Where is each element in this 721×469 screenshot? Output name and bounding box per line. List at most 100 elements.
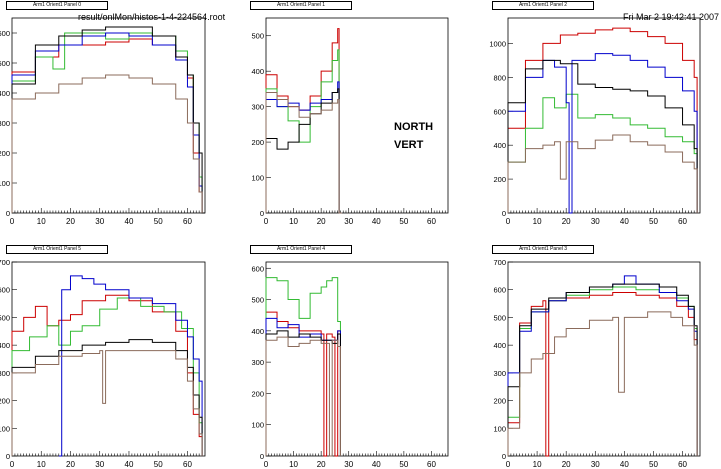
panel-1: 0 10 20 30 40 50 60 0 100 200 300 400 500 xyxy=(251,17,449,226)
x-tick-label: 40 xyxy=(620,460,629,469)
y-tick-label: 0 xyxy=(260,452,264,461)
y-tick-label: 200 xyxy=(0,149,10,158)
series-blue xyxy=(507,275,698,456)
x-tick-label: 20 xyxy=(66,460,75,469)
series-brown xyxy=(507,311,698,456)
x-tick-label: 10 xyxy=(37,460,46,469)
x-tick-label: 0 xyxy=(264,460,269,469)
series-blue xyxy=(11,32,203,213)
y-tick-label: 400 xyxy=(251,67,264,76)
y-tick-label: 200 xyxy=(0,397,10,406)
x-tick-label: 10 xyxy=(289,460,298,469)
y-tick-label: 0 xyxy=(6,209,10,218)
x-tick-label: 20 xyxy=(66,217,75,226)
x-tick-label: 40 xyxy=(620,217,629,226)
x-tick-label: 40 xyxy=(372,460,381,469)
x-tick-label: 40 xyxy=(372,217,381,226)
y-tick-label: 200 xyxy=(493,397,506,406)
series-black xyxy=(507,59,698,213)
x-tick-label: 30 xyxy=(591,217,600,226)
series-red xyxy=(265,28,342,214)
series-red xyxy=(11,294,203,456)
y-tick-label: 400 xyxy=(493,341,506,350)
panel-title: Arm1 Orient1 Panel 4 xyxy=(250,245,352,254)
x-tick-label: 60 xyxy=(678,460,687,469)
x-tick-label: 0 xyxy=(506,217,511,226)
y-tick-label: 200 xyxy=(251,389,264,398)
plot-frame xyxy=(507,17,701,214)
y-tick-label: 0 xyxy=(502,209,506,218)
panel-title: Arm1 Orient1 Panel 1 xyxy=(250,1,352,10)
y-tick-label: 600 xyxy=(0,286,10,295)
y-tick-label: 600 xyxy=(251,264,264,273)
x-tick-label: 30 xyxy=(95,217,104,226)
x-tick-label: 10 xyxy=(533,217,542,226)
y-tick-label: 400 xyxy=(0,341,10,350)
x-tick-label: 30 xyxy=(344,460,353,469)
x-tick-label: 40 xyxy=(125,460,134,469)
y-tick-label: 500 xyxy=(0,59,10,68)
x-tick-label: 60 xyxy=(427,217,436,226)
y-tick-label: 400 xyxy=(251,327,264,336)
series-black xyxy=(11,26,205,214)
x-tick-label: 0 xyxy=(10,217,15,226)
series-blue xyxy=(58,275,203,457)
x-tick-label: 20 xyxy=(562,460,571,469)
y-tick-label: 300 xyxy=(0,369,10,378)
x-tick-label: 10 xyxy=(289,217,298,226)
series-black xyxy=(265,88,342,214)
timestamp-label: Fri Mar 2 19:42:41 2007 xyxy=(623,12,720,22)
x-tick-label: 60 xyxy=(678,217,687,226)
panel-title: Arm1 Orient1 Panel 3 xyxy=(492,245,594,254)
x-tick-label: 50 xyxy=(399,217,408,226)
panel-title: Arm1 Orient1 Panel 0 xyxy=(6,1,108,10)
vert-label: VERT xyxy=(394,139,424,151)
x-tick-label: 0 xyxy=(506,460,511,469)
y-tick-label: 100 xyxy=(251,174,264,183)
x-tick-label: 10 xyxy=(533,460,542,469)
series-red xyxy=(507,291,698,457)
y-tick-label: 300 xyxy=(251,358,264,367)
y-tick-label: 0 xyxy=(260,209,264,218)
y-tick-label: 300 xyxy=(251,103,264,112)
file-path-label: result/onlMon/histos-1-4-224564.root xyxy=(78,12,226,22)
series-red xyxy=(11,38,203,213)
y-tick-label: 500 xyxy=(0,313,10,322)
x-tick-label: 30 xyxy=(591,460,600,469)
x-tick-label: 20 xyxy=(562,217,571,226)
x-tick-label: 50 xyxy=(154,217,163,226)
y-tick-label: 500 xyxy=(251,32,264,41)
series-black xyxy=(11,339,203,456)
series-brown xyxy=(11,350,203,456)
north-label: NORTH xyxy=(394,121,434,133)
y-tick-label: 200 xyxy=(251,138,264,147)
plot-frame xyxy=(265,261,449,457)
y-tick-label: 100 xyxy=(251,421,264,430)
x-tick-label: 0 xyxy=(10,460,15,469)
y-tick-label: 100 xyxy=(0,424,10,433)
y-tick-label: 500 xyxy=(251,296,264,305)
x-tick-label: 50 xyxy=(649,217,658,226)
x-tick-label: 0 xyxy=(264,217,269,226)
series-green xyxy=(265,277,341,456)
series-brown xyxy=(11,74,203,213)
x-tick-label: 40 xyxy=(125,217,134,226)
series-green xyxy=(11,297,203,456)
y-tick-label: 400 xyxy=(0,89,10,98)
x-tick-label: 50 xyxy=(649,460,658,469)
y-tick-label: 600 xyxy=(493,107,506,116)
series-green xyxy=(507,93,698,213)
y-tick-label: 600 xyxy=(0,29,10,38)
series-black xyxy=(507,283,698,456)
series-blue xyxy=(507,53,698,214)
x-tick-label: 50 xyxy=(399,460,408,469)
series-brown xyxy=(507,134,698,213)
x-tick-label: 60 xyxy=(183,460,192,469)
series-red xyxy=(265,311,341,457)
panel-title: Arm1 Orient1 Panel 5 xyxy=(6,245,108,254)
y-tick-label: 600 xyxy=(493,286,506,295)
y-tick-label: 100 xyxy=(0,179,10,188)
